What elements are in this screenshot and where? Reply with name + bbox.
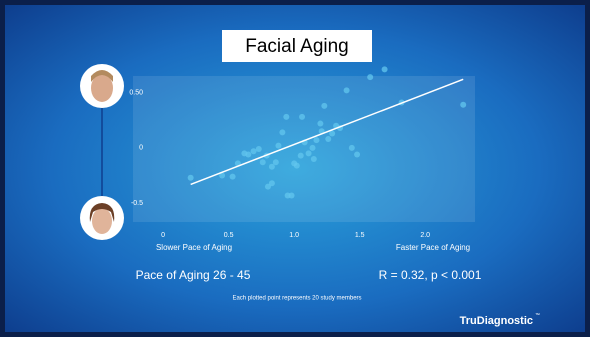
point (283, 114, 289, 120)
point (188, 175, 194, 181)
face-older (80, 64, 124, 108)
y-tick-label: 0 (139, 145, 143, 152)
face-younger (80, 196, 124, 240)
point (289, 192, 295, 198)
point (269, 180, 275, 186)
point (317, 121, 323, 127)
point (354, 152, 360, 158)
point (251, 148, 257, 154)
x-tick-label: 0 (161, 232, 165, 239)
point (349, 145, 355, 151)
point (279, 129, 285, 135)
subtitle-right: R = 0.32, p < 0.001 (379, 268, 482, 282)
x-right-label: Faster Pace of Aging (396, 243, 470, 252)
x-left-label: Slower Pace of Aging (156, 243, 232, 252)
point (313, 137, 319, 143)
point (260, 159, 266, 165)
point (275, 143, 281, 149)
slide: Facial Aging Slower Pace of Aging Faster… (0, 0, 590, 337)
point (256, 146, 262, 152)
point (273, 159, 279, 165)
point (344, 87, 350, 93)
point (230, 174, 236, 180)
point (294, 163, 300, 169)
point (310, 145, 316, 151)
x-tick-label: 0.5 (224, 232, 234, 239)
plot-area (133, 76, 475, 222)
point (460, 102, 466, 108)
logo: TruDiagnostic (460, 315, 533, 327)
chart-title: Facial Aging (245, 36, 349, 57)
point (382, 66, 388, 72)
y-tick-label: 0.50 (129, 89, 143, 96)
x-tick-label: 1.0 (289, 232, 299, 239)
point (325, 136, 331, 142)
point (321, 103, 327, 109)
point (306, 150, 312, 156)
x-tick-label: 1.5 (355, 232, 365, 239)
point (298, 153, 304, 159)
x-tick-label: 2.0 (420, 232, 430, 239)
point (245, 152, 251, 158)
point (299, 114, 305, 120)
y-tick-label: -0.5 (131, 200, 143, 207)
logo-mark: ™ (535, 312, 540, 318)
point (367, 74, 373, 80)
note: Each plotted point represents 20 study m… (232, 296, 361, 302)
point (311, 156, 317, 162)
subtitle-left: Pace of Aging 26 - 45 (136, 268, 251, 282)
